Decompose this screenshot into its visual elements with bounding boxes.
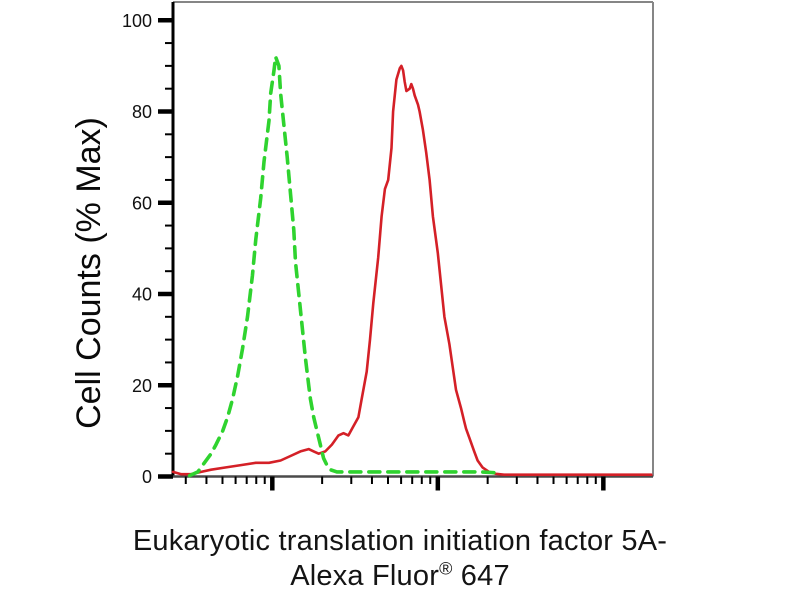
y-axis-tick-labels: 0 20 40 60 80 100 bbox=[122, 11, 152, 487]
x-axis-caption: Eukaryotic translation initiation factor… bbox=[0, 524, 800, 594]
x-axis-caption-line1: Eukaryotic translation initiation factor… bbox=[132, 525, 668, 557]
x-axis-ticks bbox=[184, 476, 606, 491]
y-tick-label-60: 60 bbox=[132, 193, 152, 213]
y-tick-label-40: 40 bbox=[132, 285, 152, 305]
x-axis-caption-line2: Alexa Fluor® 647 bbox=[0, 559, 800, 594]
caption-647-text: 647 bbox=[452, 560, 510, 592]
y-tick-label-100: 100 bbox=[122, 11, 152, 31]
flow-histogram-chart: 0 20 40 60 80 100 Cell Counts (% Max) bbox=[70, 1, 654, 491]
registered-trademark-symbol: ® bbox=[439, 558, 453, 579]
y-axis-ticks bbox=[158, 18, 173, 479]
y-tick-label-80: 80 bbox=[132, 102, 152, 122]
caption-fluor-text: Alexa Fluor bbox=[290, 560, 440, 592]
red-solid-stained-curve bbox=[171, 64, 653, 476]
y-tick-label-0: 0 bbox=[142, 467, 152, 487]
histogram-curves bbox=[171, 55, 653, 478]
plot-frame bbox=[171, 1, 654, 478]
green-dashed-control-curve bbox=[187, 55, 501, 478]
y-axis-title: Cell Counts (% Max) bbox=[70, 117, 108, 429]
y-tick-label-20: 20 bbox=[132, 376, 152, 396]
